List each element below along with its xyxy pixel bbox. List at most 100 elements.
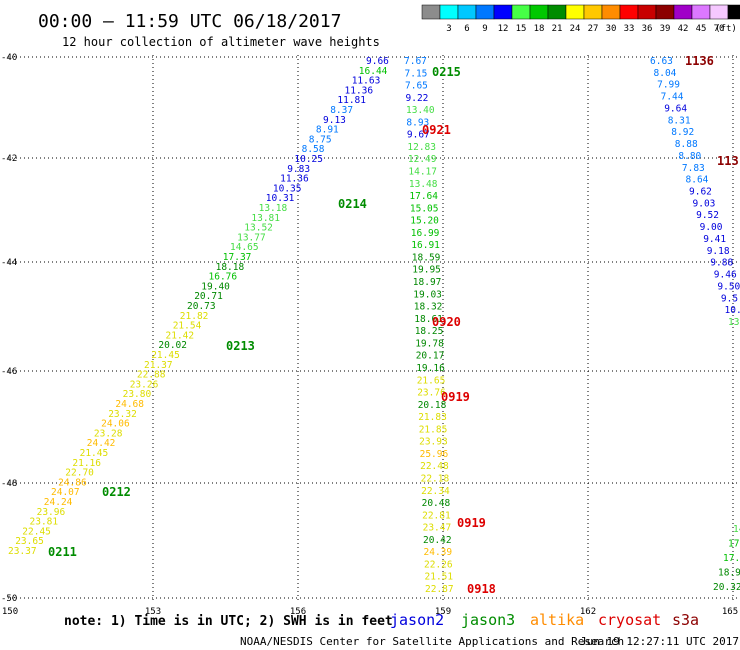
wave-height-value: 16.91 [411,240,440,251]
colorbar-label: 30 [606,24,617,34]
wave-height-value: 6.63 [650,56,673,67]
satellite-legend-item: jason3 [461,611,515,629]
wave-height-value: 23.81 [30,517,59,528]
wave-height-value: 9.66 [366,56,389,67]
wave-height-value: 22.26 [424,559,453,570]
wave-height-value: 20.48 [422,498,451,509]
colorbar-label: 6 [464,24,469,34]
colorbar-label: 3 [446,24,451,34]
latitude-label: -46 [1,367,17,377]
wave-height-value: 24.42 [87,438,116,449]
pass-label: 113 [717,154,739,168]
wave-height-value: 20.17 [416,351,445,362]
wave-height-value: 15.20 [410,216,439,227]
wave-height-value: 21.54 [173,321,202,332]
wave-height-value: 19.03 [413,289,442,300]
wave-height-value: 24.39 [424,547,453,558]
colorbar-swatch [709,4,729,20]
wave-height-value: 20.73 [187,301,216,312]
colorbar-swatch [619,4,639,20]
wave-height-value: 9.03 [693,198,716,209]
wave-height-value: 22.87 [425,584,454,595]
wave-height-value: 21.42 [166,330,195,341]
wave-height-value: 21.16 [72,458,101,469]
wave-height-value: 12.49 [408,154,437,165]
wave-height-value: 9.46 [714,270,737,281]
colorbar-swatch [655,4,675,20]
footer-timestamp: Jun 19 12:27:11 UTC 2017 [580,635,739,648]
pass-label: 0211 [48,545,77,559]
wave-height-value: 14.65 [230,242,259,253]
wave-height-value: 7.44 [661,92,684,103]
satellite-legend-item: s3a [672,611,699,629]
colorbar-unit: (ft) [715,24,737,34]
colorbar-swatch [565,4,585,20]
wave-height-value: 16.44 [359,66,388,77]
wave-height-value: 7.99 [657,80,680,91]
colorbar-label: 27 [588,24,599,34]
wave-height-value: 9.88 [710,258,733,269]
wave-height-value: 21.85 [419,424,448,435]
wave-height-value: 8.93 [406,117,429,128]
longitude-label: 156 [290,607,306,617]
wave-height-value: 13.81 [251,213,280,224]
wave-height-value: 8.75 [309,134,332,145]
colorbar-label: 15 [516,24,527,34]
wave-height-value: 8.92 [671,127,694,138]
wave-height-value: 16.76 [209,272,238,283]
wave-height-value: 11.36 [280,174,309,185]
wave-height-value: 21.37 [144,360,173,371]
colorbar-label: 70 [714,24,725,34]
wave-height-value: 23.76 [417,388,446,399]
colorbar-swatch [475,4,495,20]
wave-height-value: 21.45 [151,350,180,361]
longitude-label: 153 [145,607,161,617]
pass-label: 1136 [685,54,714,68]
wave-height-value: 18.59 [412,253,441,264]
colorbar-swatch [457,4,477,20]
map-grid: 150 153 156 159 162 165 -40 -42 -44 -46 -48 -50 [1,53,740,617]
wave-height-value: 11.81 [337,95,366,106]
wave-height-value: 19.16 [416,363,445,374]
wave-height-value: 23.65 [15,536,44,547]
wave-height-value: 20.71 [194,291,223,302]
wave-height-value: 8.64 [686,175,709,186]
wave-height-value: 23.80 [123,389,152,400]
colorbar-swatch [637,4,657,20]
wave-height-value: 17 [728,539,739,550]
colorbar-label: 36 [642,24,653,34]
wave-height-value: 22.34 [421,486,450,497]
wave-height-value: 23.96 [37,507,66,518]
wave-height-value: 20.32 [713,582,740,593]
wave-height-value: 10. [725,305,740,316]
wave-height-value: 20.02 [158,340,187,351]
pass-label: 0214 [338,197,367,211]
colorbar-label: 12 [498,24,509,34]
colorbar-swatch [583,4,603,20]
wave-height-value: 13.18 [259,203,288,214]
wave-height-value: 17. [723,553,740,564]
wave-height-value: 7.65 [405,81,428,92]
wave-height-value: 13.40 [406,105,435,116]
colorbar-label: 9 [482,24,487,34]
satellite-legend: jason2 jason3 altika cryosat s3a [390,611,699,629]
wave-height-value: 17.64 [409,191,438,202]
pass-label: 0920 [432,315,461,329]
wave-height-value: 15.05 [410,203,439,214]
wave-height-value: 24.06 [101,419,130,430]
wave-height-value: 24.86 [58,477,87,488]
wave-height-value: 22.70 [65,468,94,479]
wave-height-value: 24.07 [51,487,80,498]
wave-height-value: 17.37 [223,252,252,263]
wave-height-value: 7.83 [682,163,705,174]
wave-height-value: 9.13 [323,115,346,126]
pass-label: 0215 [432,65,461,79]
wave-height-value: 21.45 [80,448,109,459]
wave-height-value: 18.9 [718,568,740,579]
wave-height-value: 9.62 [689,187,712,198]
wave-height-value: 14.17 [408,167,437,178]
wave-height-value: 23.37 [8,546,37,557]
page-title: 00:00 – 11:59 UTC 06/18/2017 [38,11,341,32]
wave-height-value: 16.99 [411,228,440,239]
